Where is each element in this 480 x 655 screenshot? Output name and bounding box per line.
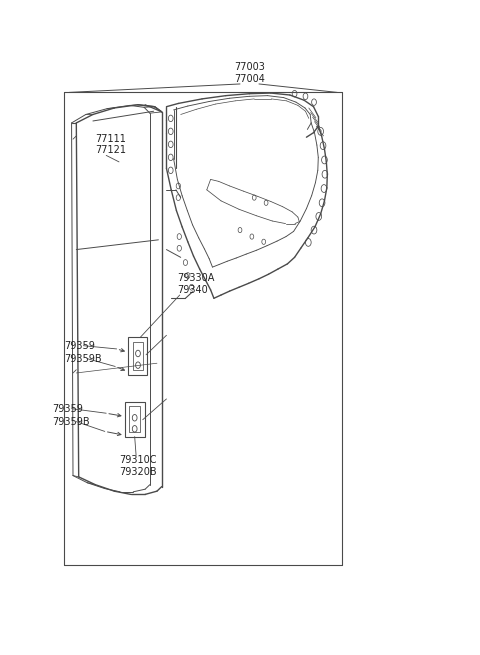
FancyBboxPatch shape [125, 402, 144, 438]
FancyBboxPatch shape [128, 337, 147, 375]
Text: 79359: 79359 [53, 403, 84, 414]
Text: 77111
77121: 77111 77121 [96, 134, 126, 155]
Text: 79359B: 79359B [53, 417, 90, 426]
Text: 79310C
79320B: 79310C 79320B [119, 455, 157, 477]
Text: 79330A
79340: 79330A 79340 [178, 273, 215, 295]
Text: 77003
77004: 77003 77004 [234, 62, 265, 84]
Text: 79359: 79359 [64, 341, 96, 350]
Text: 79359B: 79359B [64, 354, 102, 364]
